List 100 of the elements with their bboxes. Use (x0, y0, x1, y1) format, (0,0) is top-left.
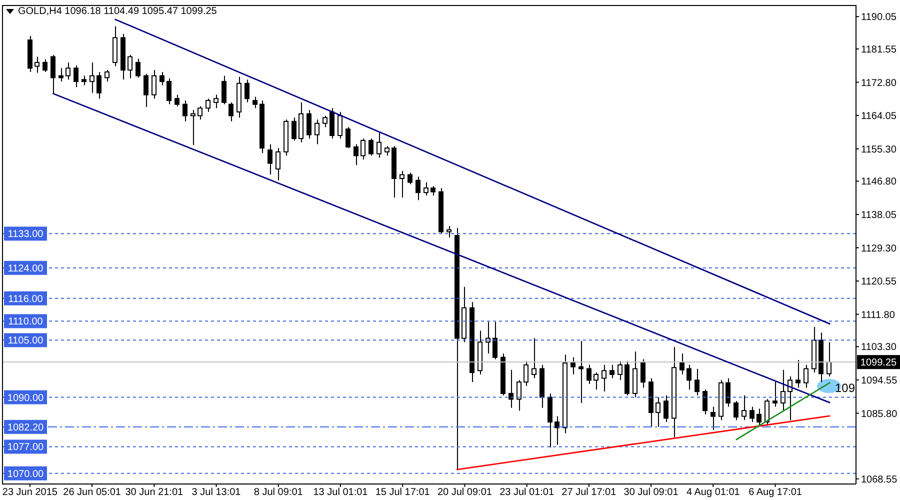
candlestick (34, 56, 40, 74)
candlestick (764, 398, 770, 426)
candlestick (136, 58, 140, 78)
candlestick (222, 75, 226, 105)
candlestick (594, 372, 598, 390)
candlestick (750, 406, 754, 422)
x-tick-label: 15 Jul 17:01 (375, 487, 430, 498)
text: 109 (835, 381, 856, 395)
candlestick (416, 176, 420, 201)
candlestick (66, 62, 70, 80)
candlestick (384, 146, 390, 156)
candlestick (400, 170, 404, 198)
candlestick (346, 126, 350, 149)
ref-line-label: 1099.25 (860, 358, 898, 369)
ref-line-label: 1082.20 (7, 422, 44, 434)
candlestick (228, 102, 234, 122)
y-tick-label: 1111.80 (861, 310, 896, 321)
y-tick-label: 1155.30 (861, 144, 897, 156)
candlestick (174, 94, 180, 107)
x-tick-label: 30 Jun 21:01 (125, 487, 184, 498)
x-tick-label: 6 Aug 17:01 (748, 487, 802, 498)
candlestick (368, 138, 374, 156)
candlestick (104, 70, 110, 82)
y-tick-label: 1068.55 (861, 474, 898, 486)
candlestick (788, 376, 792, 421)
candlestick (640, 358, 646, 388)
x-tick-label: 13 Jul 01:01 (313, 487, 368, 498)
ref-line-label: 1105.00 (8, 336, 44, 347)
candlestick (424, 182, 428, 196)
ref-line-label: 1077.00 (7, 442, 44, 454)
candlestick (756, 408, 762, 426)
candlestick (742, 394, 746, 421)
candlestick (50, 54, 56, 94)
y-tick-label: 1172.80 (861, 78, 897, 89)
candlestick (206, 98, 210, 112)
candlestick (198, 106, 202, 120)
candlestick (686, 364, 692, 390)
x-tick-label: 20 Jul 09:01 (437, 487, 492, 498)
candlestick (430, 186, 436, 196)
candlestick (516, 380, 522, 412)
candlestick (58, 68, 64, 82)
ref-line-label: 1124.00 (8, 263, 44, 274)
x-tick-label: 26 Jun 05:01 (63, 487, 122, 498)
candlestick (492, 321, 498, 360)
y-tick-label: 1164.05 (861, 111, 897, 122)
y-tick-label: 1138.05 (861, 210, 897, 221)
candlestick (268, 144, 272, 176)
candlestick (252, 96, 258, 109)
candlestick (90, 62, 94, 94)
y-tick-label: 1181.55 (861, 44, 897, 56)
candlestick (152, 70, 156, 100)
ref-line-label: 1090.00 (7, 392, 44, 404)
ref-line-label: 1133.00 (8, 229, 44, 240)
candlestick (330, 108, 334, 140)
candlestick (322, 115, 328, 128)
x-tick-label: 8 Jul 09:01 (254, 487, 304, 498)
ref-line-label: 1110.00 (8, 316, 44, 328)
y-tick-label: 1190.05 (861, 12, 897, 24)
candlestick (74, 64, 78, 88)
candlestick (276, 148, 280, 181)
candlestick (96, 71, 102, 100)
candlestick (182, 100, 188, 122)
candlestick (618, 360, 622, 381)
candlestick (144, 73, 148, 108)
candlestick (128, 54, 132, 79)
y-tick-label: 1094.55 (861, 375, 898, 386)
candlestick (82, 75, 86, 86)
candlestick (586, 364, 592, 384)
candlestick (244, 79, 250, 103)
candlestick (42, 58, 48, 72)
y-tick-label: 1085.80 (861, 408, 898, 420)
ref-line-label: 1116.00 (8, 294, 44, 305)
y-tick-label: 1129.30 (861, 243, 897, 254)
candlestick (804, 364, 808, 388)
candlestick (166, 78, 172, 105)
candlestick (360, 138, 366, 160)
y-tick-label: 1120.55 (861, 276, 897, 288)
candlestick (554, 416, 560, 446)
candlestick (772, 382, 778, 408)
candlestick (826, 342, 832, 377)
candlestick (656, 396, 660, 428)
candlestick (354, 144, 358, 166)
candlestick (726, 378, 730, 408)
x-tick-label: 30 Jul 09:01 (624, 487, 679, 498)
candlestick (524, 360, 528, 386)
candlestick (446, 226, 452, 238)
candlestick (694, 368, 700, 396)
candlestick (338, 111, 342, 140)
candlestick (376, 132, 382, 158)
candlestick (190, 110, 196, 146)
candlestick (680, 353, 684, 375)
candlestick (602, 364, 606, 392)
x-tick-label: 23 Jul 01:01 (500, 487, 554, 498)
x-tick-label: 23 Jun 2015 (2, 487, 58, 498)
candlestick (292, 117, 296, 141)
candlestick (570, 356, 576, 375)
candlestick (780, 369, 786, 412)
y-tick-label: 1103.30 (861, 342, 897, 354)
candlestick (664, 394, 668, 422)
candlestick (710, 406, 716, 430)
